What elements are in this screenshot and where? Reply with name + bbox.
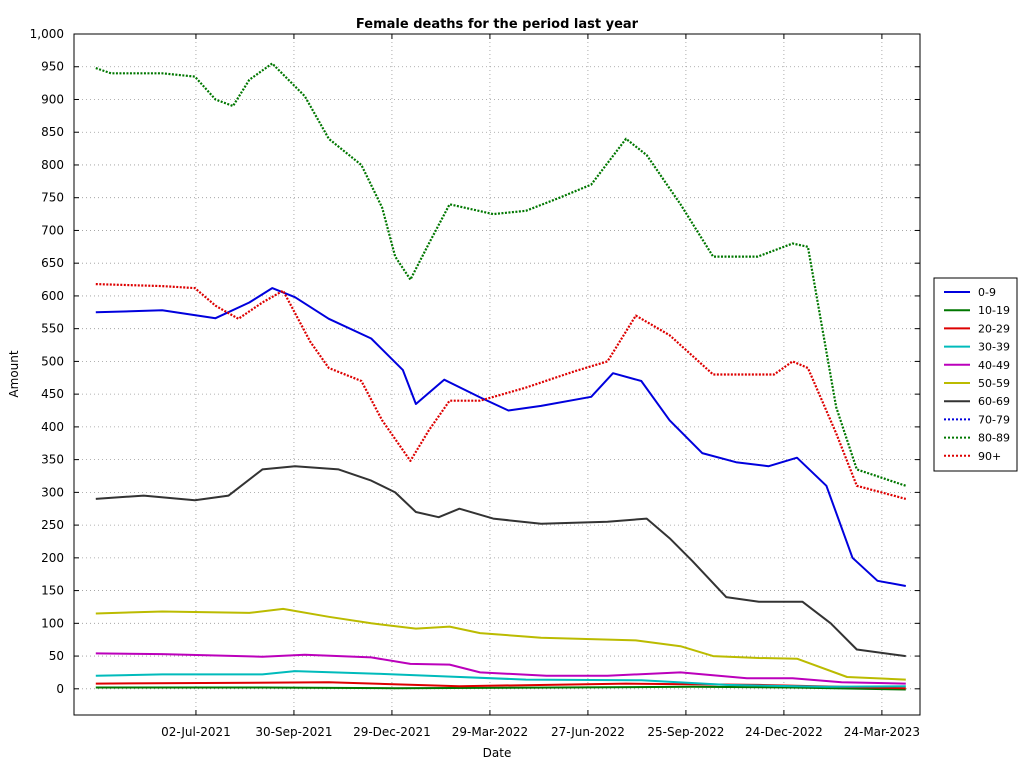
y-axis-label: Amount [7,350,21,397]
x-tick-label: 29-Dec-2021 [353,725,431,739]
y-tick-label: 650 [41,256,64,270]
series-layer [95,62,907,691]
legend-label-0: 0-9 [978,286,996,299]
legend-label-6: 60-69 [978,395,1010,408]
x-tick-label: 24-Dec-2022 [745,725,823,739]
legend: 0-9 10-19 20-29 30-39 40-49 50-59 60-69 70-79 80… [933,277,1018,472]
series-line-9 [95,283,907,500]
series-line-1 [95,685,906,691]
y-tick-label: 0 [56,682,64,696]
plot-frame [73,33,921,716]
axis-ticks: 0 50 100 150 200 250 300 350 400 450 500 550 600 650 7… [30,27,920,739]
y-tick-label: 350 [41,453,64,467]
legend-label-4: 40-49 [978,359,1010,372]
x-tick-label: 29-Mar-2022 [452,725,528,739]
series-line-8 [95,62,907,487]
y-tick-label: 100 [41,616,64,630]
y-tick-label: 300 [41,485,64,499]
legend-label-7: 70-79 [978,413,1010,426]
chart-title: Female deaths for the period last year [356,17,639,32]
legend-label-2: 20-29 [978,322,1010,335]
x-tick-label: 24-Mar-2023 [844,725,920,739]
x-tick-label: 25-Sep-2022 [647,725,724,739]
legend-label-3: 30-39 [978,341,1010,354]
series-line-6 [95,465,906,658]
x-tick-label: 30-Sep-2021 [255,725,332,739]
y-tick-label: 750 [41,191,64,205]
series-line-0 [95,287,906,587]
series-line-4 [95,652,906,685]
legend-label-5: 50-59 [978,377,1010,390]
series-line-3 [95,670,906,688]
x-axis-label: Date [483,746,512,760]
legend-label-8: 80-89 [978,432,1010,445]
series-line-5 [95,607,906,681]
y-tick-label: 500 [41,354,64,368]
x-tick-label: 02-Jul-2021 [161,725,231,739]
legend-label-9: 90+ [978,450,1001,463]
y-tick-label: 1,000 [30,27,64,41]
x-tick-label: 27-Jun-2022 [551,725,625,739]
y-tick-label: 950 [41,60,64,74]
y-tick-label: 850 [41,125,64,139]
y-tick-label: 800 [41,158,64,172]
y-tick-label: 50 [49,649,64,663]
legend-label-1: 10-19 [978,304,1010,317]
y-tick-label: 400 [41,420,64,434]
y-tick-label: 150 [41,584,64,598]
y-tick-label: 450 [41,387,64,401]
y-tick-label: 250 [41,518,64,532]
y-tick-label: 600 [41,289,64,303]
y-tick-label: 550 [41,322,64,336]
y-tick-label: 900 [41,92,64,106]
y-tick-label: 200 [41,551,64,565]
y-tick-label: 700 [41,223,64,237]
